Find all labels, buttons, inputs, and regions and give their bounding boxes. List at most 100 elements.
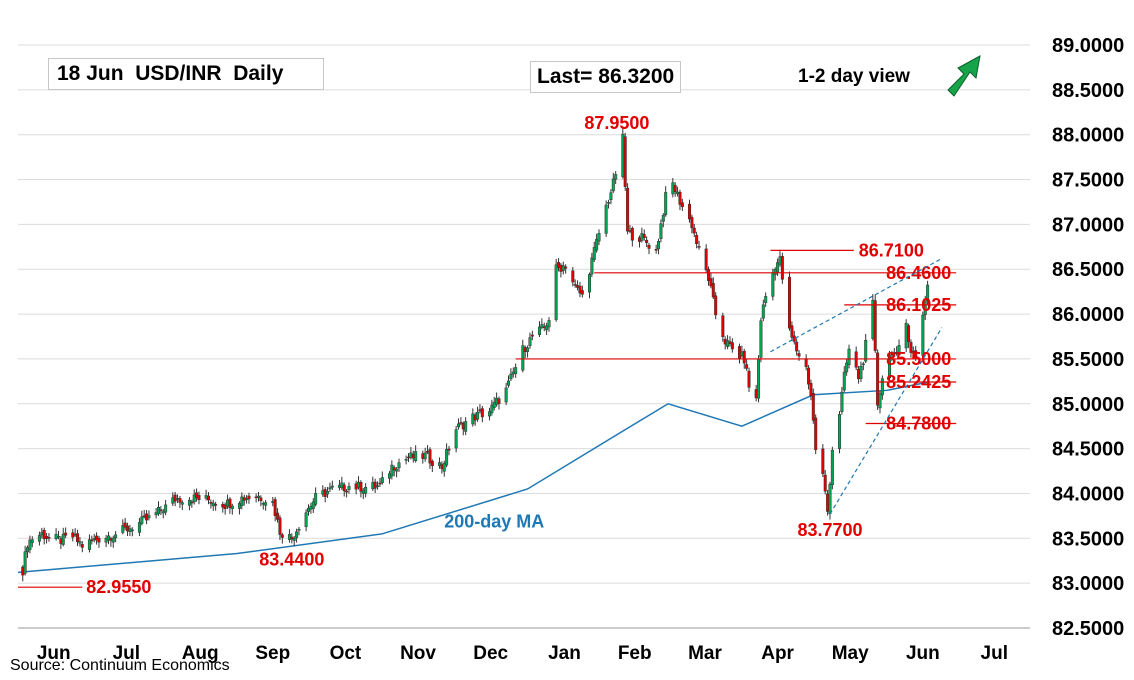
candle bbox=[757, 355, 761, 403]
candle-body bbox=[430, 460, 434, 467]
x-tick-label: Jun bbox=[37, 643, 71, 664]
candle-body bbox=[254, 496, 258, 499]
y-tick-label: 85.5000 bbox=[1052, 349, 1124, 371]
trend-line bbox=[829, 327, 943, 515]
candle-body bbox=[523, 347, 527, 353]
x-tick-label: Aug bbox=[182, 643, 219, 664]
candle bbox=[904, 319, 908, 353]
candle-body bbox=[137, 522, 141, 533]
candle bbox=[573, 279, 577, 288]
candle bbox=[442, 460, 446, 477]
candle bbox=[209, 499, 213, 509]
candle-body bbox=[56, 536, 60, 538]
candle bbox=[345, 488, 349, 498]
candle-body bbox=[537, 326, 541, 335]
candle-body bbox=[442, 463, 446, 472]
candle-body bbox=[256, 495, 260, 498]
candle bbox=[256, 492, 260, 502]
candle-body bbox=[361, 490, 365, 494]
candle-body bbox=[40, 532, 44, 536]
candle bbox=[640, 227, 644, 243]
candle bbox=[587, 272, 591, 299]
candle-body bbox=[809, 382, 813, 397]
candle-body bbox=[92, 538, 96, 540]
candle-body bbox=[845, 362, 849, 373]
candle-body bbox=[764, 296, 768, 304]
candle-body bbox=[37, 535, 41, 542]
candle-body bbox=[30, 539, 34, 543]
trend-line bbox=[770, 257, 943, 353]
candle bbox=[623, 132, 627, 191]
candle bbox=[156, 501, 160, 516]
candle bbox=[721, 312, 725, 342]
grid-lines bbox=[18, 44, 1030, 629]
candle-body bbox=[821, 448, 825, 474]
candle-body bbox=[23, 551, 27, 574]
candle-body bbox=[411, 454, 415, 459]
candle bbox=[178, 495, 182, 509]
candle-body bbox=[330, 485, 334, 488]
candle bbox=[654, 244, 658, 254]
candle bbox=[711, 277, 715, 299]
candle-body bbox=[273, 499, 277, 516]
candle bbox=[523, 345, 527, 358]
candle-body bbox=[492, 401, 496, 408]
candle bbox=[161, 508, 165, 519]
candle-body bbox=[80, 544, 84, 548]
ma-200-line bbox=[17, 381, 928, 574]
candle-body bbox=[726, 340, 730, 347]
candle-body bbox=[864, 339, 868, 362]
candle bbox=[580, 285, 584, 298]
x-tick-label: Dec bbox=[473, 643, 508, 664]
candle-body bbox=[397, 462, 401, 469]
candle-body bbox=[73, 533, 77, 536]
candle-body bbox=[421, 453, 425, 459]
candle-body bbox=[245, 498, 249, 500]
candle bbox=[192, 489, 196, 505]
candle-body bbox=[521, 345, 525, 371]
candle bbox=[826, 489, 830, 516]
y-tick-label: 89.0000 bbox=[1052, 35, 1124, 57]
candle bbox=[21, 565, 25, 582]
candle-body bbox=[661, 215, 665, 222]
candle-body bbox=[71, 532, 75, 538]
candle-body bbox=[373, 481, 377, 489]
candle bbox=[492, 396, 496, 411]
candle bbox=[921, 311, 925, 360]
candle-body bbox=[640, 233, 644, 241]
candle bbox=[376, 481, 380, 490]
candle-body bbox=[878, 393, 882, 409]
candle-body bbox=[473, 414, 477, 421]
candle bbox=[511, 367, 515, 378]
candle bbox=[628, 225, 632, 234]
candle-body bbox=[180, 502, 184, 505]
candle-body bbox=[592, 247, 596, 260]
candle bbox=[71, 528, 75, 542]
candle-body bbox=[842, 371, 846, 391]
chart-title: 18 Jun USD/INR Daily bbox=[48, 58, 324, 90]
candle bbox=[230, 503, 234, 515]
candle bbox=[537, 321, 541, 337]
candle-body bbox=[164, 504, 168, 513]
candle-body bbox=[545, 325, 549, 331]
candle bbox=[823, 470, 827, 495]
candle-body bbox=[261, 503, 265, 505]
candle bbox=[514, 363, 518, 378]
candle-body bbox=[861, 363, 865, 366]
candle-body bbox=[526, 347, 530, 352]
candle bbox=[597, 229, 601, 246]
candle bbox=[690, 214, 694, 234]
candle bbox=[371, 476, 375, 492]
candle-body bbox=[804, 358, 808, 368]
candle bbox=[26, 545, 30, 558]
candle bbox=[137, 517, 141, 537]
candle bbox=[647, 242, 651, 255]
candle-body bbox=[709, 278, 713, 287]
candle bbox=[480, 405, 484, 423]
candle-body bbox=[690, 216, 694, 229]
candle-body bbox=[211, 502, 215, 507]
candle bbox=[247, 492, 251, 504]
candle-body bbox=[278, 517, 282, 535]
candle-body bbox=[590, 257, 594, 275]
